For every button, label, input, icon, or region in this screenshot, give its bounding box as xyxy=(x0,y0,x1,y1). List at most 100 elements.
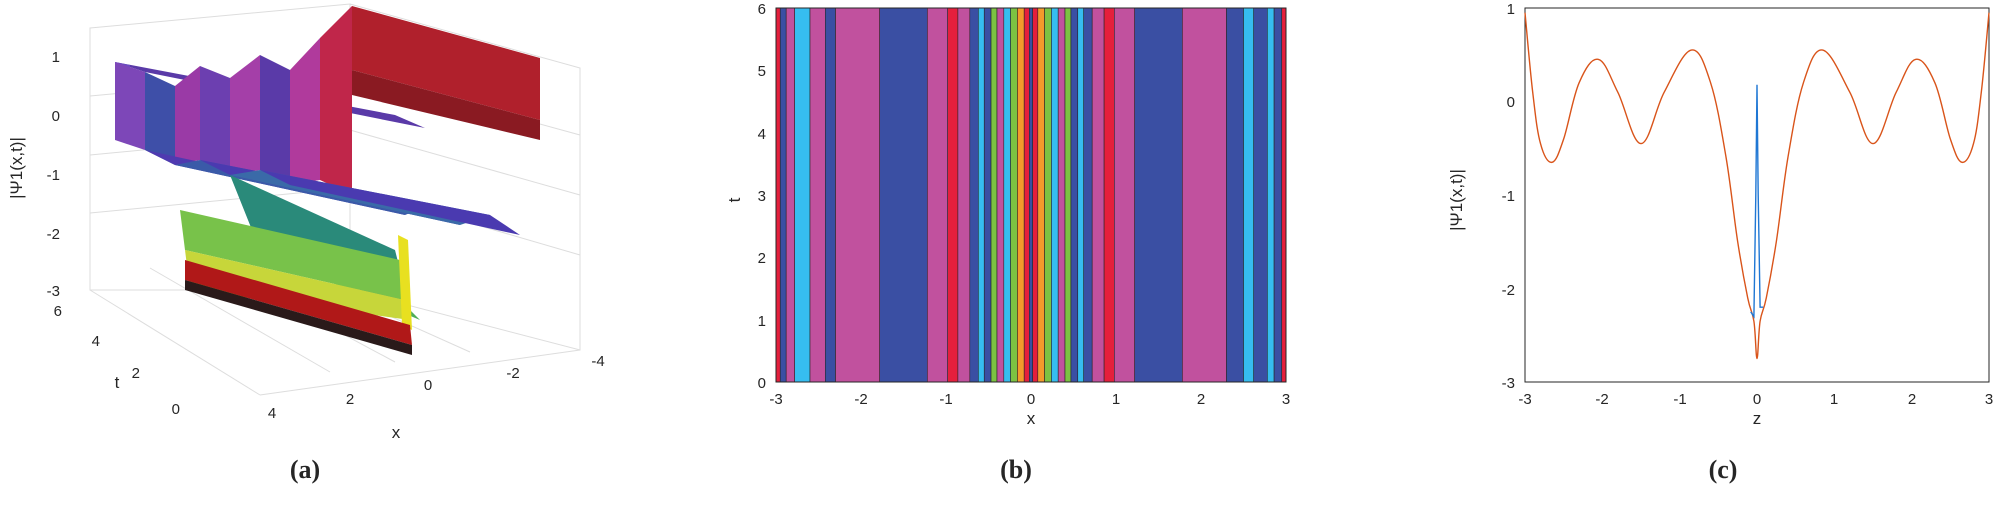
heatmap-band xyxy=(1064,7,1072,383)
heatmap-band xyxy=(835,7,881,383)
heatmap-band xyxy=(957,7,971,383)
heatmap-band xyxy=(779,7,787,383)
panel-a-z-tick: 1 xyxy=(52,49,60,66)
panel-b-x-tick: 0 xyxy=(1027,391,1035,408)
line-series-2 xyxy=(1750,84,1764,319)
heatmap-band xyxy=(1044,7,1052,383)
heatmap-band xyxy=(809,7,826,383)
heatmap-band xyxy=(1057,7,1066,383)
panel-a-x-tick: -2 xyxy=(506,365,519,382)
heatmap-band xyxy=(1083,7,1093,383)
panel-c-y-tick: -1 xyxy=(1502,188,1515,205)
panel-b-x-tick: 2 xyxy=(1197,391,1205,408)
panel-a-x-ticks: 4 2 0 -2 -4 xyxy=(268,353,605,422)
heatmap-band xyxy=(1010,7,1018,383)
panel-b-y-tick: 5 xyxy=(758,63,766,80)
panel-a-z-tick: -3 xyxy=(47,283,60,300)
heatmap-band xyxy=(824,7,836,383)
panel-a-t-tick: 6 xyxy=(54,303,62,320)
heatmap-band xyxy=(1032,7,1039,383)
heatmap-band xyxy=(969,7,979,383)
heatmap-band xyxy=(947,7,959,383)
heatmap-band xyxy=(1091,7,1105,383)
heatmap-band xyxy=(1281,7,1287,383)
panel-c-plot-frame xyxy=(1524,7,1990,383)
panel-a-surface-chart: 1 0 -1 -2 -3 |Ψ1(x,t)| 6 4 2 0 t 4 2 0 -… xyxy=(7,3,605,442)
heatmap-band xyxy=(1037,7,1045,383)
panel-b-x-label: x xyxy=(1027,409,1036,428)
heatmap-band xyxy=(1134,7,1183,383)
heatmap-band xyxy=(1253,7,1268,383)
heatmap-band xyxy=(1267,7,1275,383)
panel-a-t-tick: 0 xyxy=(172,401,180,418)
panel-c-x-tick: 3 xyxy=(1985,391,1993,408)
heatmap-band xyxy=(1017,7,1025,383)
panel-b-x-tick: -1 xyxy=(939,391,952,408)
panel-b-y-tick: 6 xyxy=(758,1,766,18)
panel-c-y-ticks: 1 0 -1 -2 -3 xyxy=(1502,1,1515,392)
panel-c-x-tick: -3 xyxy=(1518,391,1531,408)
heatmap-band xyxy=(1051,7,1059,383)
heatmap-band xyxy=(1243,7,1254,383)
panel-a-x-tick: 2 xyxy=(346,391,354,408)
heatmap-band xyxy=(1182,7,1227,383)
heatmap-band xyxy=(926,7,948,383)
panel-b-y-tick: 3 xyxy=(758,188,766,205)
panel-a-t-label: t xyxy=(115,373,120,392)
panel-b-x-tick: 3 xyxy=(1282,391,1290,408)
panel-a-z-tick: -1 xyxy=(47,167,60,184)
panel-b-x-ticks: -3 -2 -1 0 1 2 3 xyxy=(769,391,1290,408)
heatmap-band xyxy=(1226,7,1244,383)
panel-b-heatmap-chart: 6 5 4 3 2 1 0 t -3 -2 -1 0 1 2 3 x xyxy=(725,1,1290,428)
panel-b-plot-frame xyxy=(775,7,1287,383)
panel-b-y-tick: 0 xyxy=(758,375,766,392)
panel-a-z-tick: -2 xyxy=(47,226,60,243)
heatmap-band xyxy=(1070,7,1079,383)
heatmap-band xyxy=(1029,7,1034,383)
panel-c-x-ticks: -3 -2 -1 0 1 2 3 xyxy=(1518,391,1993,408)
panel-c-x-tick: 2 xyxy=(1908,391,1916,408)
panel-a-x-label: x xyxy=(392,423,401,442)
heatmap-band xyxy=(1003,7,1011,383)
panel-b-y-ticks: 6 5 4 3 2 1 0 xyxy=(758,1,766,392)
heatmap-band xyxy=(794,7,811,383)
panel-c-y-tick: 1 xyxy=(1507,1,1515,18)
heatmap-band xyxy=(1077,7,1084,383)
panel-c-caption: (c) xyxy=(1709,455,1738,484)
panel-a-t-tick: 4 xyxy=(92,333,100,350)
panel-c-x-tick: -1 xyxy=(1673,391,1686,408)
panel-a-caption: (a) xyxy=(290,455,320,484)
heatmap-band xyxy=(775,7,781,383)
panel-a-t-ticks: 6 4 2 0 xyxy=(54,303,180,418)
panel-a-x-tick: -4 xyxy=(591,353,604,370)
panel-c-y-label: |Ψ1(x,t)| xyxy=(1447,169,1466,231)
panel-b-bands xyxy=(775,7,1287,383)
panel-b-x-tick: -3 xyxy=(769,391,782,408)
heatmap-band xyxy=(1023,7,1030,383)
heatmap-band xyxy=(785,7,796,383)
panel-c-y-tick: -2 xyxy=(1502,282,1515,299)
heatmap-band xyxy=(990,7,998,383)
panel-a-z-tick: 0 xyxy=(52,108,60,125)
panel-c-x-tick: 1 xyxy=(1830,391,1838,408)
panel-a-x-tick: 4 xyxy=(268,405,276,422)
line-series-1 xyxy=(1524,12,1990,360)
heatmap-band xyxy=(1103,7,1115,383)
heatmap-band xyxy=(879,7,928,383)
panel-a-x-tick: 0 xyxy=(424,377,432,394)
panel-b-caption: (b) xyxy=(1000,455,1032,484)
panel-b-x-tick: 1 xyxy=(1112,391,1120,408)
panel-b-y-tick: 2 xyxy=(758,250,766,267)
heatmap-band xyxy=(1114,7,1136,383)
heatmap-band xyxy=(977,7,985,383)
panel-c-x-tick: 0 xyxy=(1753,391,1761,408)
panel-b-x-tick: -2 xyxy=(854,391,867,408)
panel-c-x-tick: -2 xyxy=(1595,391,1608,408)
panel-c-y-tick: -3 xyxy=(1502,375,1515,392)
panel-b-y-tick: 4 xyxy=(758,126,766,143)
panel-b-y-label: t xyxy=(725,197,744,202)
panel-a-surface xyxy=(115,6,540,355)
heatmap-band xyxy=(1273,7,1283,383)
panel-a-t-tick: 2 xyxy=(132,365,140,382)
